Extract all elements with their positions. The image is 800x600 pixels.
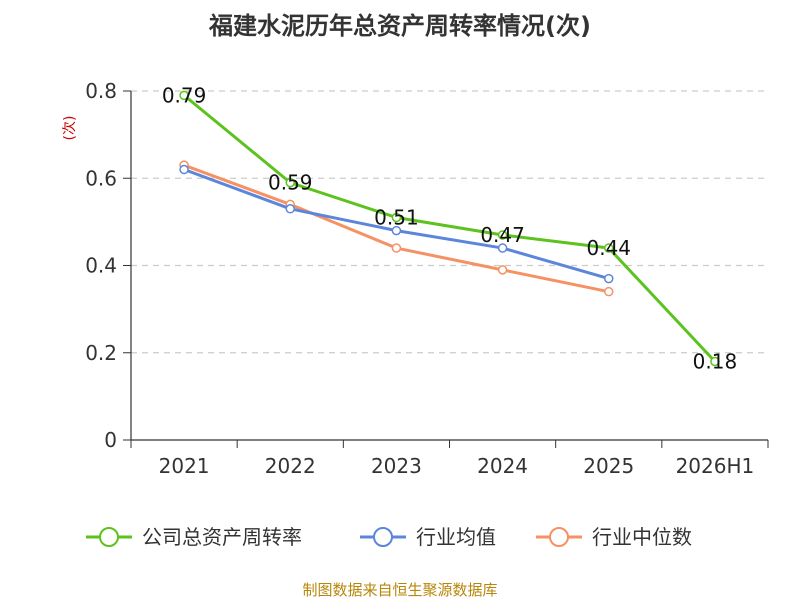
series-line (183, 94, 717, 363)
legend-item: 行业均值 (360, 525, 496, 549)
y-tick-label: 0.4 (85, 254, 117, 278)
data-point (391, 212, 402, 223)
data-point (497, 265, 508, 275)
data-label: 0.51 (374, 206, 419, 230)
source-note: 制图数据来自恒生聚源数据库 (302, 581, 497, 599)
data-point (497, 243, 508, 253)
data-point (604, 243, 614, 253)
legend: 公司总资产周转率 行业均值 行业中位数 (86, 525, 692, 549)
data-point (391, 243, 402, 253)
x-tick-label: 2024 (477, 454, 528, 478)
x-tick-label: 2023 (371, 454, 422, 478)
data-point (391, 225, 402, 236)
legend-label: 行业中位数 (592, 525, 692, 549)
data-label: 0.47 (480, 223, 525, 247)
y-tick-label: 0.8 (85, 79, 117, 103)
data-label: 0.79 (162, 83, 207, 107)
axes: 0 0.2 0.4 0.6 0.8 2021 2022 2023 2024 2025 2026H1 (85, 79, 769, 478)
data-labels: 0.79 0.59 0.51 0.47 0.44 0.18 (162, 83, 737, 373)
data-label: 0.18 (693, 349, 738, 373)
y-axis-label: (次) (62, 116, 78, 141)
legend-swatch-marker (549, 527, 569, 547)
y-tick-label: 0 (104, 428, 117, 452)
x-tick-label: 2021 (159, 454, 210, 478)
data-point (179, 90, 189, 101)
data-point (179, 164, 189, 175)
data-label: 0.59 (268, 171, 313, 195)
legend-label: 公司总资产周转率 (142, 525, 302, 549)
grid (131, 90, 768, 354)
series (179, 90, 720, 367)
chart-title: 福建水泥历年总资产周转率情况(次) (208, 12, 591, 40)
x-tick-label: 2025 (583, 454, 634, 478)
x-tick-label: 2026H1 (676, 454, 755, 478)
legend-swatch-marker (99, 527, 119, 547)
data-point (497, 230, 508, 240)
legend-item: 行业中位数 (536, 525, 692, 549)
legend-item: 公司总资产周转率 (86, 525, 302, 549)
y-tick-label: 0.2 (85, 341, 117, 365)
data-label: 0.44 (586, 236, 631, 260)
data-point (604, 286, 614, 297)
y-tick-label: 0.6 (85, 166, 117, 190)
x-tick-label: 2022 (265, 454, 316, 478)
data-point (604, 273, 614, 284)
data-point (710, 356, 720, 367)
data-point (285, 204, 295, 214)
data-point (285, 177, 295, 188)
legend-swatch-marker (373, 527, 393, 547)
legend-label: 行业均值 (416, 525, 496, 549)
